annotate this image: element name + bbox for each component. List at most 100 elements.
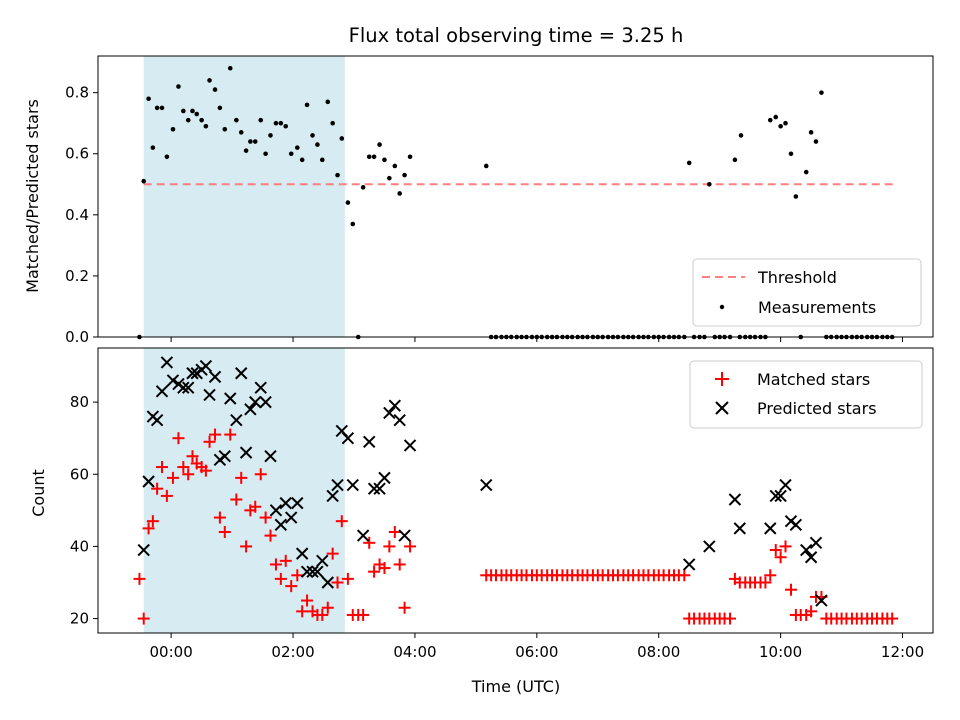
matched-stars-point [213, 511, 226, 524]
measurements-point [258, 117, 264, 123]
measurements-point [315, 142, 320, 147]
predicted-stars-point [160, 356, 174, 369]
predicted-stars-point [815, 594, 828, 607]
predicted-stars-point [346, 478, 359, 492]
matched-stars-point [249, 500, 262, 513]
matched-stars-point [279, 554, 292, 567]
measurements-point [330, 120, 335, 126]
measurements-point [268, 133, 273, 138]
bottom-x-tick-label: 12:00 [881, 643, 924, 661]
predicted-stars-point [809, 536, 823, 550]
measurements-point [803, 169, 809, 175]
measurements-point [194, 111, 200, 117]
measurements-point [793, 194, 799, 199]
predicted-stars-point [150, 413, 164, 427]
measurements-point [273, 120, 279, 126]
measurements-point [339, 136, 345, 141]
predicted-stars-point [279, 496, 292, 510]
bottom-x-tick-label: 06:00 [515, 643, 558, 661]
bottom-y-tick-label: 60 [70, 465, 89, 483]
bottom-x-tick-label: 10:00 [759, 643, 802, 661]
predicted-stars-point [218, 450, 231, 463]
predicted-stars-point [166, 374, 180, 387]
measurements-point [366, 154, 372, 160]
matched-stars-point [259, 511, 272, 524]
measurements-point [199, 117, 204, 123]
predicted-stars-point [274, 518, 288, 531]
measurements-point [382, 157, 387, 163]
matched-stars-point [784, 583, 797, 596]
bottom-y-axis-label: Count [29, 469, 48, 517]
measurements-point [164, 154, 170, 160]
measurements-point [371, 154, 377, 160]
matched-stars-point [321, 601, 334, 614]
predicted-stars-point [341, 431, 355, 445]
top-y-axis: 0.0 0.2 0.4 0.6 0.8 [65, 84, 98, 346]
measurements-point [707, 181, 712, 187]
measurements-point [813, 139, 819, 144]
measurements-point [248, 139, 253, 144]
predicted-stars-point [779, 478, 792, 492]
matched-stars-legend-swatch [715, 372, 729, 386]
measurements-point [203, 123, 209, 129]
matched-stars-point [779, 540, 792, 553]
predicted-stars-point [311, 565, 324, 578]
bottom-y-tick-label: 40 [70, 537, 89, 555]
bottom-y-tick-label: 20 [70, 610, 89, 628]
measurements-point [325, 99, 331, 105]
predicted-stars-point [388, 399, 402, 412]
measurements-point [819, 90, 824, 95]
predicted-stars-point [764, 522, 777, 535]
measurements-point [227, 65, 233, 71]
matched-stars-point [759, 576, 772, 589]
matched-stars-point [240, 540, 253, 553]
measurements-point [304, 102, 310, 108]
matched-stars-point [388, 525, 401, 538]
predicted-stars-point [774, 489, 787, 503]
predicted-stars-point [249, 395, 262, 409]
matched-stars-point [357, 608, 370, 621]
matched-stars-point [142, 522, 155, 535]
matched-stars-point [199, 464, 212, 477]
predicted-stars-point [269, 504, 283, 517]
matched-stars-point [326, 547, 339, 560]
measurements-point [238, 130, 244, 135]
predicted-stars-point [155, 385, 169, 398]
matched-stars-point [404, 540, 417, 553]
bottom-x-tick-label: 04:00 [393, 643, 436, 661]
predicted-stars-point [264, 450, 277, 463]
top-y-tick-label: 0.0 [65, 328, 89, 346]
predicted-stars-point [199, 359, 213, 373]
measurements-point [783, 120, 788, 126]
measurements-point [808, 130, 814, 135]
matched-stars-point [291, 569, 304, 582]
matched-stars-point [151, 482, 164, 495]
bottom-y-axis: 20 40 60 80 [70, 393, 98, 628]
measurements-point [207, 78, 212, 83]
predicted-stars-point [480, 478, 493, 492]
matched-stars-point [133, 572, 146, 585]
threshold-legend-label: Threshold [757, 268, 837, 287]
measurements-point [788, 151, 794, 157]
predicted-stars-point [137, 543, 150, 557]
matched-stars-point [393, 558, 406, 571]
predicted-stars-point [326, 489, 339, 503]
matched-stars-point [254, 468, 267, 481]
predicted-stars-point [398, 529, 411, 542]
predicted-stars-point [728, 493, 742, 506]
predicted-stars-point [177, 381, 190, 394]
measurements-point [319, 157, 325, 163]
matched-stars-point [296, 605, 309, 618]
matched-stars-point [166, 471, 179, 484]
predicted-stars-point [244, 403, 257, 416]
matched-stars-point [172, 432, 185, 445]
measurements-point [767, 117, 773, 123]
top-y-tick-label: 0.6 [65, 145, 89, 163]
measurements-legend-label: Measurements [758, 298, 876, 317]
matched-stars-point [769, 544, 782, 557]
bottom-shaded-observing-span [143, 348, 345, 633]
measurements-point [360, 185, 366, 190]
measurements-point [686, 160, 692, 166]
predicted-stars-point [224, 392, 237, 405]
measurements-point [146, 96, 151, 102]
